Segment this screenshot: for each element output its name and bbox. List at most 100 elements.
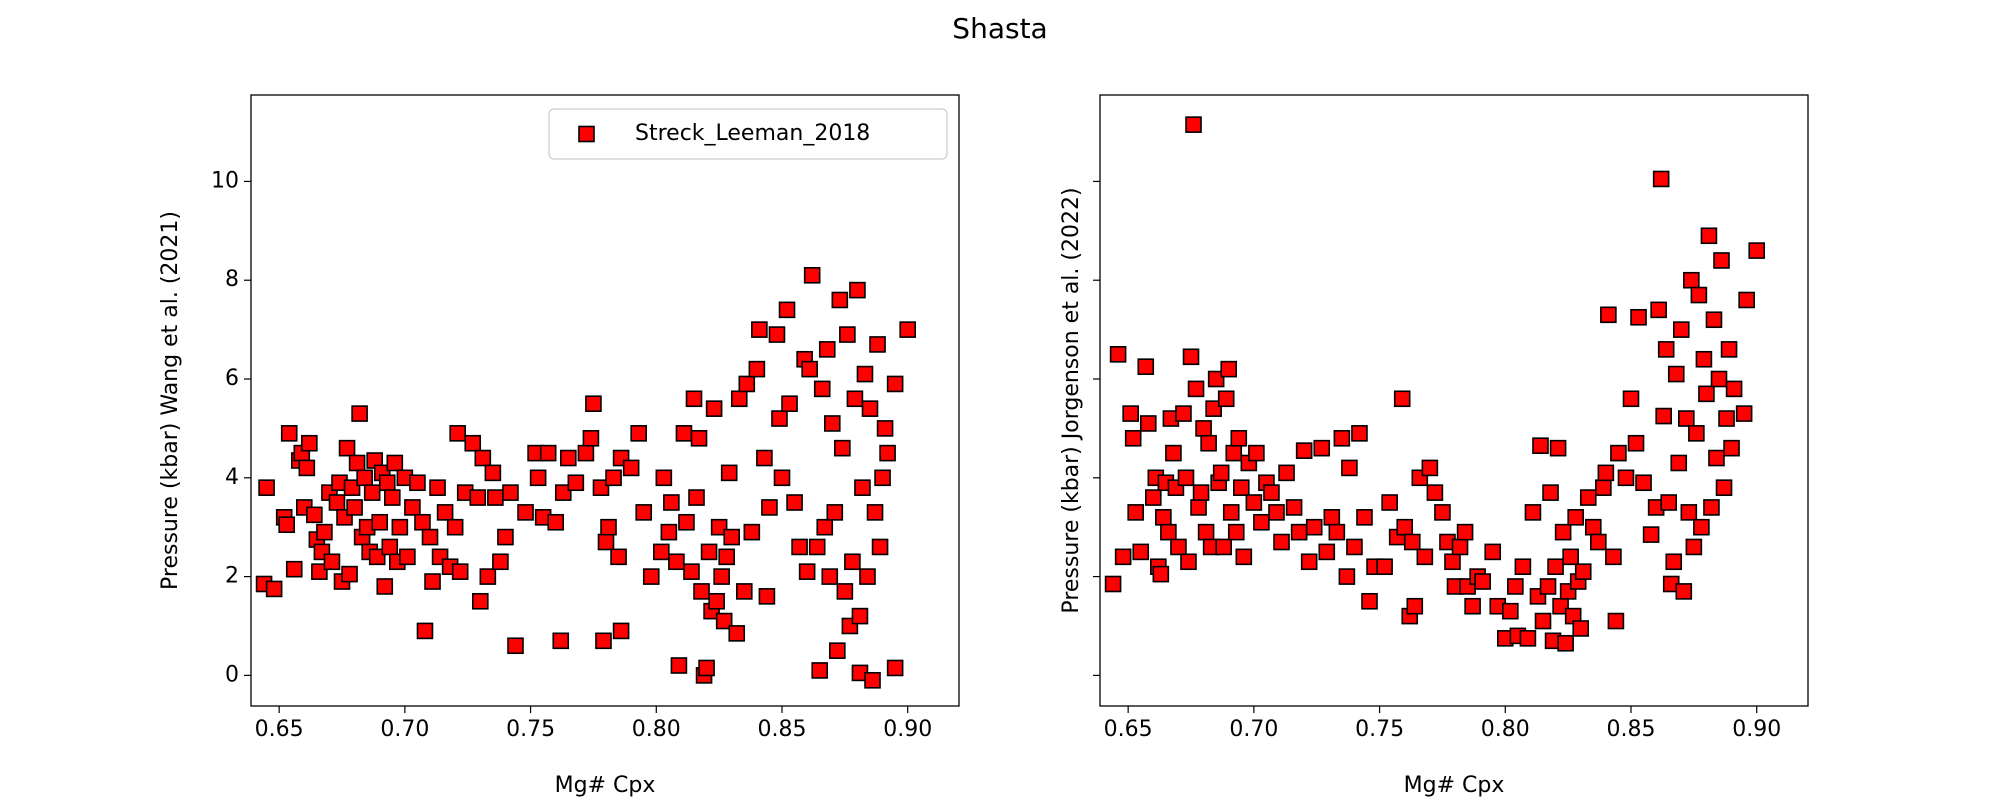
point: [1217, 390, 1235, 408]
point: [886, 659, 904, 677]
point: [708, 592, 725, 610]
point: [700, 543, 718, 561]
point: [1333, 429, 1351, 447]
point: [851, 607, 869, 625]
point: [801, 360, 818, 378]
x-tick-label: 0.80: [1481, 717, 1530, 742]
point: [1484, 543, 1502, 561]
point: [1675, 583, 1693, 600]
point: [1160, 523, 1177, 541]
point: [642, 568, 660, 585]
point: [1670, 454, 1688, 472]
point: [1678, 410, 1695, 427]
point: [713, 568, 730, 585]
point: [1323, 509, 1341, 526]
point: [678, 513, 695, 531]
point: [1346, 538, 1363, 556]
point: [683, 563, 700, 580]
point: [1720, 341, 1738, 358]
point: [1295, 442, 1313, 459]
point: [748, 360, 766, 378]
point: [1406, 597, 1424, 615]
point: [348, 454, 366, 472]
point: [866, 504, 884, 521]
point: [1155, 509, 1172, 526]
point: [698, 659, 715, 677]
point: [1225, 444, 1243, 462]
point: [1227, 523, 1245, 541]
point: [728, 625, 746, 642]
point: [1376, 558, 1393, 576]
point: [813, 380, 831, 398]
point: [1617, 469, 1635, 487]
point: [803, 266, 821, 284]
point: [1705, 311, 1723, 329]
point: [605, 469, 622, 487]
point: [1207, 370, 1225, 388]
point: [1713, 252, 1730, 269]
point: [381, 538, 399, 556]
point: [1693, 518, 1710, 536]
point: [1132, 543, 1150, 561]
point: [798, 563, 816, 580]
point: [735, 583, 753, 600]
point: [1200, 434, 1217, 452]
point: [1547, 558, 1564, 576]
point: [660, 523, 678, 541]
point: [1421, 459, 1439, 477]
y-tick-label: 6: [225, 366, 239, 391]
point: [876, 420, 894, 437]
point: [487, 489, 504, 506]
point: [507, 637, 524, 655]
point: [886, 375, 904, 393]
point: [1590, 533, 1607, 551]
point: [1300, 553, 1318, 571]
x-tick-label: 0.75: [1355, 717, 1404, 742]
point: [585, 395, 602, 413]
point: [1139, 415, 1157, 432]
point: [1215, 538, 1232, 556]
point: [846, 390, 864, 408]
point: [311, 563, 328, 580]
point: [856, 365, 874, 383]
point: [1328, 523, 1346, 541]
point: [1341, 459, 1358, 477]
point: [1444, 553, 1461, 571]
point: [1182, 348, 1200, 366]
point: [668, 553, 685, 571]
point: [834, 439, 851, 457]
point: [1278, 464, 1295, 482]
point: [1542, 484, 1559, 501]
point: [1554, 523, 1572, 541]
point: [1165, 444, 1182, 462]
point: [653, 543, 670, 561]
point: [328, 494, 346, 511]
point: [600, 518, 617, 536]
point: [821, 568, 839, 585]
point: [710, 518, 728, 536]
point: [391, 518, 409, 536]
x-tick-label: 0.65: [255, 717, 304, 742]
point: [1403, 533, 1421, 551]
point: [285, 560, 303, 578]
point: [316, 523, 333, 541]
point: [1273, 533, 1290, 551]
point: [446, 518, 464, 536]
point: [1222, 504, 1240, 521]
point: [1192, 484, 1210, 501]
point: [816, 518, 834, 536]
point: [718, 548, 735, 566]
point: [861, 400, 879, 417]
point: [690, 429, 708, 447]
point: [436, 504, 454, 521]
point: [502, 484, 519, 501]
point: [635, 504, 653, 521]
point: [1549, 439, 1567, 457]
point: [829, 642, 846, 659]
point: [1700, 227, 1718, 245]
point: [1313, 439, 1331, 457]
point: [451, 563, 469, 580]
axes-frame: [250, 94, 960, 707]
point: [1685, 538, 1703, 556]
point: [720, 464, 738, 482]
